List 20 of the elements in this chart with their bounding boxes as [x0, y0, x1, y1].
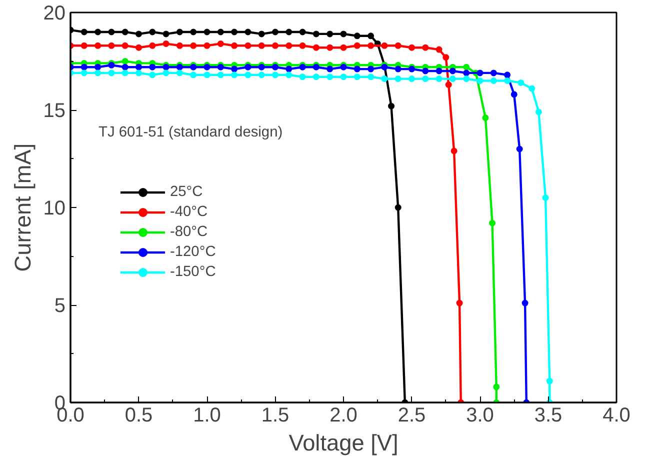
annotation: TJ 601-51 (standard design)	[98, 124, 283, 140]
x-tick-label: 3.5	[534, 404, 562, 426]
legend-label: -150°C	[170, 264, 216, 280]
y-axis-title: Current [mA]	[9, 143, 36, 272]
y-tick-label: 20	[43, 2, 66, 24]
x-axis-title: Voltage [V]	[288, 430, 398, 456]
x-tick-label: 2.5	[398, 404, 426, 426]
legend-label: -120°C	[170, 244, 216, 260]
x-tick-label: 0.5	[124, 404, 153, 426]
x-tick-label: 4.0	[602, 404, 630, 426]
legend-label: 25°C	[170, 184, 203, 200]
y-tick-label: 5	[54, 295, 66, 317]
x-tick-label: 3.0	[466, 404, 494, 426]
y-tick-label: 15	[43, 100, 66, 122]
y-tick-label: 10	[43, 198, 66, 220]
x-tick-label: 2.0	[330, 404, 358, 426]
legend-label: -40°C	[170, 204, 208, 220]
x-tick-label: 1.0	[193, 404, 221, 426]
x-tick-label: 1.5	[261, 404, 290, 426]
legend-label: -80°C	[170, 224, 208, 240]
